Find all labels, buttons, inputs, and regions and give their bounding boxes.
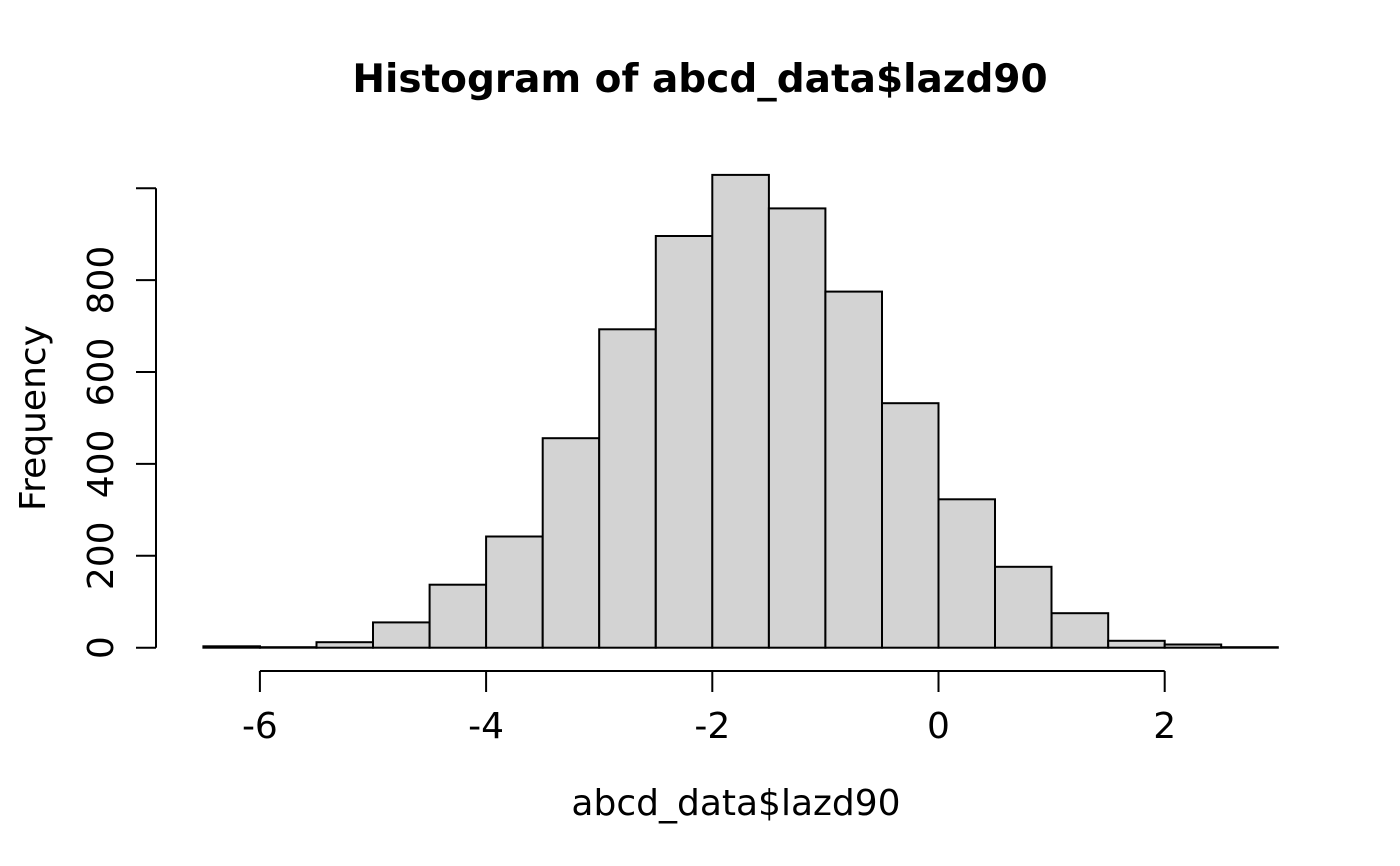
x-tick-label: -4 [468, 706, 504, 747]
y-tick-label: 200 [81, 521, 122, 590]
histogram-bar [767, 207, 827, 649]
histogram-bar [1050, 612, 1110, 649]
histogram-bar [824, 290, 884, 649]
histogram-bar [654, 235, 714, 649]
histogram-bar [711, 173, 770, 649]
histogram-bar [1220, 646, 1279, 649]
histogram-bar [258, 646, 318, 649]
x-tick-label: -6 [242, 706, 278, 747]
histogram-bar [598, 328, 657, 649]
histogram-bar [315, 641, 374, 649]
bars-layer [202, 173, 1279, 649]
x-axis-label: abcd_data$lazd90 [571, 783, 900, 824]
x-tick-label: -2 [694, 706, 730, 747]
histogram-bar [1107, 639, 1166, 649]
axes-layer: 0 200 400 600 800 -6 -4 -2 0 2 [81, 187, 1176, 747]
histogram-bar [372, 621, 431, 649]
histogram-bar [202, 645, 261, 649]
histogram-bar [485, 535, 544, 649]
chart-title: Histogram of abcd_data$lazd90 [352, 57, 1047, 102]
histogram-bar [937, 498, 996, 649]
histogram-bar [1163, 643, 1223, 649]
y-axis-label: Frequency [13, 325, 54, 511]
y-tick-label: 400 [81, 430, 122, 499]
histogram-bar [428, 583, 488, 649]
x-tick-label: 2 [1153, 706, 1176, 747]
y-tick-label: 0 [81, 636, 122, 659]
y-tick-label: 800 [81, 246, 122, 315]
histogram-bar [994, 565, 1053, 649]
histogram-bar [881, 402, 940, 649]
y-tick-label: 600 [81, 338, 122, 407]
x-tick-label: 0 [927, 706, 950, 747]
histogram-bar [541, 437, 601, 649]
